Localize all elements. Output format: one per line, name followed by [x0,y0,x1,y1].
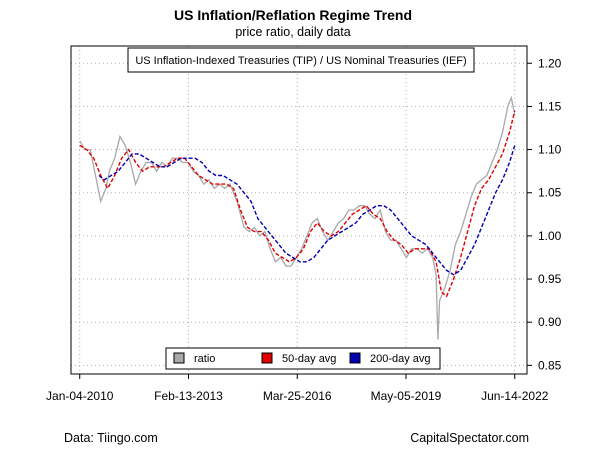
plot-area-border [70,45,528,375]
y-tick-label: 0.95 [538,272,562,286]
legend: ratio 50-day avg 200-day avg [165,347,441,370]
y-tick-label: 1.05 [538,186,562,200]
series-group [79,95,516,340]
series-label-box: US Inflation-Indexed Treasuries (TIP) / … [127,47,475,73]
grid [71,46,527,374]
series-line-50-day-avg [79,110,516,298]
y-axis: 0.85 0.90 0.95 1.00 1.05 1.10 1.15 1.20 [526,56,562,372]
legend-border [165,347,441,370]
chart-title: US Inflation/Reflation Regime Trend [174,7,412,23]
y-tick-label: 1.10 [538,143,562,157]
x-tick-label: Jun-14-2022 [481,389,549,403]
credit-label: CapitalSpectator.com [410,431,529,445]
y-tick-label: 1.15 [538,99,562,113]
series-line-ratio [79,95,516,340]
y-tick-label: 0.85 [538,358,562,372]
y-tick-label: 1.20 [538,56,562,70]
x-tick-label: Mar-25-2016 [263,389,332,403]
y-tick-label: 0.90 [538,315,562,329]
legend-swatch-ratio [173,352,185,364]
legend-label-ratio: ratio [194,353,215,365]
legend-label-200-day-avg: 200-day avg [370,353,431,365]
legend-swatch-200-day-avg [349,352,361,364]
x-tick-label: May-05-2019 [371,389,442,403]
legend-swatch-50-day-avg [261,352,273,364]
series-label-text: US Inflation-Indexed Treasuries (TIP) / … [135,55,466,67]
x-axis: Jan-04-2010 Feb-13-2013 Mar-25-2016 May-05-… [46,373,549,403]
y-tick-label: 1.00 [538,229,562,243]
x-tick-label: Feb-13-2013 [154,389,223,403]
series-line-200-day-avg [98,145,516,276]
series-label-box-border [127,47,475,73]
data-source-label: Data: Tiingo.com [64,431,158,445]
legend-label-50-day-avg: 50-day avg [282,353,336,365]
x-tick-label: Jan-04-2010 [46,389,114,403]
chart-subtitle: price ratio, daily data [235,25,350,39]
